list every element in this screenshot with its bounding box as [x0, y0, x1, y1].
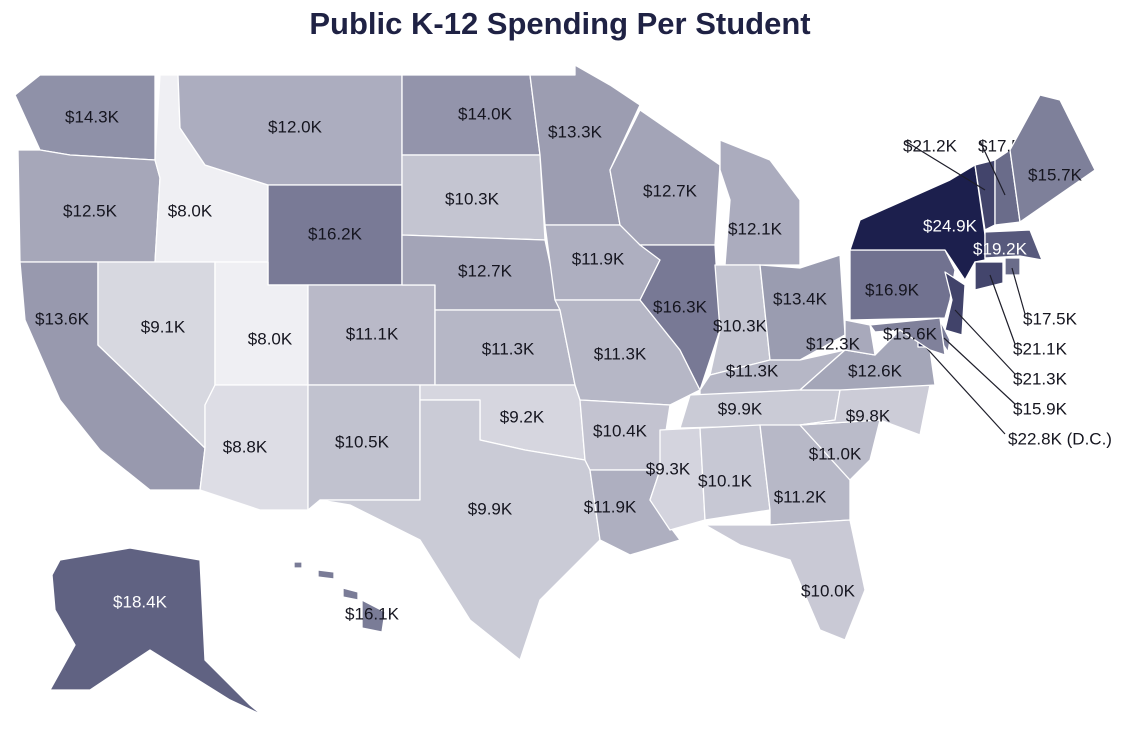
value-label: $10.5K [335, 432, 390, 451]
value-label: $16.1K [345, 604, 400, 623]
value-label: $21.2K [903, 136, 958, 155]
value-label: $10.3K [713, 316, 768, 335]
state-shape [984, 229, 1043, 261]
leader-line [1011, 267, 1026, 315]
value-label: $11.0K [809, 444, 862, 463]
value-label: $22.8K (D.C.) [1008, 429, 1112, 448]
state-shape [49, 547, 263, 716]
value-label: $12.5K [63, 201, 118, 220]
value-label: $8.0K [168, 201, 213, 220]
state-shape [869, 317, 946, 356]
value-label: $24.9K [923, 216, 978, 235]
value-label: $12.3K [806, 334, 861, 353]
state-shape [319, 399, 601, 661]
state-shape [704, 519, 866, 641]
state-shape [293, 561, 303, 569]
state-shape [342, 587, 359, 601]
value-label: $17.5K [1023, 309, 1078, 328]
value-label: $16.2K [308, 224, 363, 243]
value-label: $13.6K [35, 309, 90, 328]
value-label: $12.7K [458, 261, 513, 280]
value-label: $18.4K [113, 592, 168, 611]
value-label: $11.3K [482, 339, 535, 358]
value-label: $15.7K [1028, 165, 1083, 184]
state-shape [719, 139, 801, 266]
leader-line [943, 337, 1016, 405]
value-label: $9.3K [646, 459, 691, 478]
leader-line [989, 274, 1016, 345]
value-label: $12.0K [268, 117, 323, 136]
value-label: $16.3K [653, 297, 708, 316]
leader-line [921, 342, 1006, 435]
state-shape [974, 261, 1004, 291]
value-label: $10.0K [801, 581, 856, 600]
state-shape [849, 164, 986, 281]
value-label: $21.3K [1013, 369, 1068, 388]
value-label: $9.9K [468, 499, 513, 518]
state-shape [1004, 257, 1021, 276]
value-label: $21.1K [1013, 339, 1068, 358]
value-label: $8.8K [223, 437, 268, 456]
value-label: $16.9K [865, 280, 920, 299]
state-shape [361, 599, 386, 633]
value-label: $12.6K [848, 361, 903, 380]
value-label: $14.0K [458, 104, 513, 123]
value-label: $10.1K [698, 471, 753, 490]
value-label: $19.2K [973, 239, 1028, 258]
value-label: $14.3K [65, 107, 120, 126]
value-label: $11.1K [346, 324, 399, 343]
value-label: $9.1K [141, 317, 186, 336]
leader-line [904, 140, 986, 191]
value-label: $15.9K [1013, 399, 1068, 418]
value-label: $10.3K [445, 189, 500, 208]
leader-line [979, 140, 1006, 196]
value-label: $9.2K [500, 407, 545, 426]
value-label: $12.7K [643, 181, 698, 200]
state-shape [1009, 94, 1096, 223]
value-label: $12.1K [728, 219, 783, 238]
state-shape [944, 271, 966, 336]
leader-line [954, 309, 1016, 375]
value-label: $13.3K [548, 122, 603, 141]
value-label: $15.6K [883, 324, 938, 343]
chart-title: Public K-12 Spending Per Student [309, 6, 810, 41]
state-shape [317, 569, 335, 580]
value-label: $8.0K [248, 329, 293, 348]
state-shape [844, 319, 876, 356]
value-label: $11.3K [594, 344, 647, 363]
value-label: $10.4K [593, 421, 648, 440]
value-label: $11.3K [726, 361, 779, 380]
value-label: $9.9K [718, 399, 763, 418]
state-shape [799, 329, 936, 391]
value-label: $9.8K [846, 406, 891, 425]
value-label: $11.9K [584, 497, 637, 516]
value-label: $11.9K [572, 249, 625, 268]
state-shape [639, 244, 721, 391]
value-label: $11.2K [774, 487, 827, 506]
value-label: $13.4K [773, 289, 828, 308]
